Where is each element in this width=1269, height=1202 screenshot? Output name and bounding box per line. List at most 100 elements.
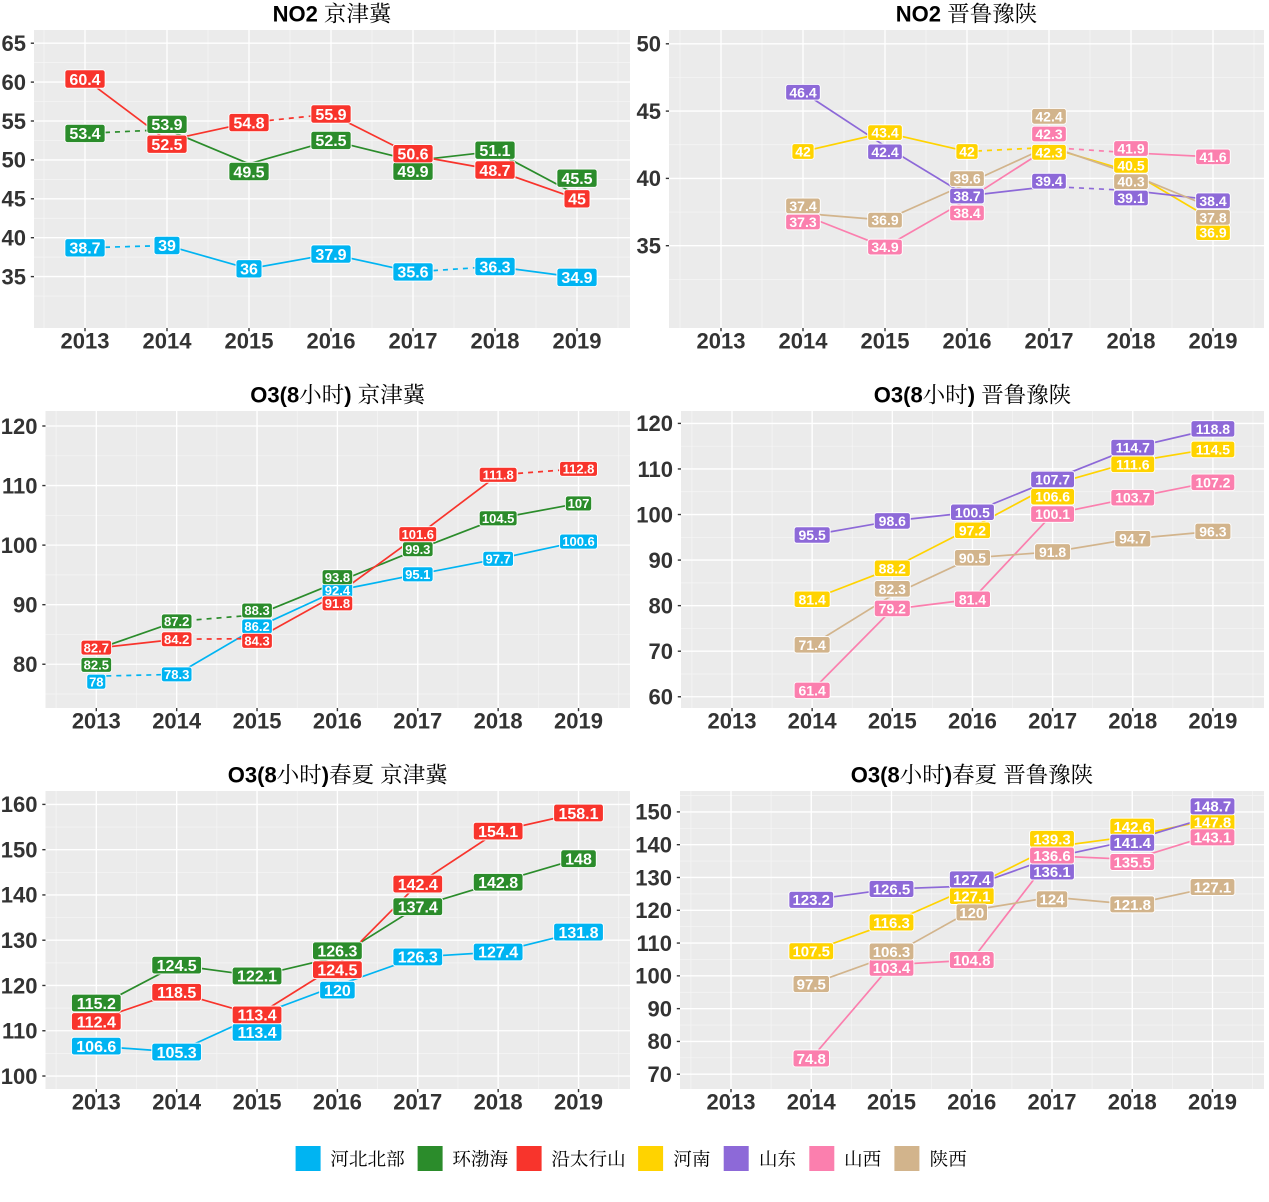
svg-text:2014: 2014 — [787, 1090, 837, 1115]
svg-text:50.6: 50.6 — [397, 146, 428, 163]
svg-text:92.4: 92.4 — [325, 583, 351, 598]
svg-text:2013: 2013 — [697, 329, 746, 354]
svg-text:93.8: 93.8 — [325, 570, 350, 585]
svg-text:2019: 2019 — [554, 709, 603, 734]
svg-text:2017: 2017 — [393, 1090, 442, 1115]
svg-text:142.6: 142.6 — [1113, 819, 1151, 836]
svg-text:90.5: 90.5 — [959, 550, 986, 566]
svg-text:): ) — [322, 763, 329, 788]
svg-text:O3(8: O3(8 — [874, 383, 923, 408]
svg-text:141.4: 141.4 — [1113, 835, 1151, 852]
svg-text:158.1: 158.1 — [558, 806, 598, 823]
svg-text:2018: 2018 — [471, 329, 520, 354]
svg-text:38.7: 38.7 — [69, 241, 100, 258]
svg-text:101.6: 101.6 — [402, 527, 435, 542]
svg-text:2017: 2017 — [393, 709, 442, 734]
svg-text:127.4: 127.4 — [478, 945, 518, 962]
svg-text:98.6: 98.6 — [879, 513, 906, 529]
svg-text:113.4: 113.4 — [237, 1008, 276, 1025]
svg-text:40: 40 — [2, 226, 26, 251]
svg-text:55: 55 — [2, 109, 26, 134]
svg-text:2014: 2014 — [788, 709, 838, 734]
svg-text:): ) — [945, 763, 952, 788]
svg-text:100.1: 100.1 — [1035, 506, 1070, 522]
svg-text:38.7: 38.7 — [953, 188, 980, 204]
svg-text:41.6: 41.6 — [1199, 149, 1226, 165]
svg-text:O3(8: O3(8 — [228, 763, 277, 788]
svg-text:61.4: 61.4 — [799, 682, 826, 698]
svg-text:82.5: 82.5 — [84, 658, 109, 673]
svg-text:45: 45 — [2, 187, 26, 212]
svg-text:2015: 2015 — [868, 709, 917, 734]
svg-text:88.2: 88.2 — [879, 560, 906, 576]
svg-text:53.9: 53.9 — [151, 117, 182, 134]
svg-text:2018: 2018 — [474, 709, 523, 734]
svg-text:42.3: 42.3 — [1035, 144, 1062, 160]
svg-text:60.4: 60.4 — [69, 72, 100, 89]
svg-text:36.9: 36.9 — [1199, 225, 1226, 241]
svg-text:100.6: 100.6 — [562, 534, 595, 549]
svg-text:2017: 2017 — [389, 329, 438, 354]
svg-text:42.4: 42.4 — [871, 144, 898, 160]
svg-text:54.8: 54.8 — [233, 115, 264, 132]
svg-text:70: 70 — [649, 639, 673, 664]
svg-text:36.3: 36.3 — [479, 259, 510, 276]
svg-text:2016: 2016 — [943, 329, 992, 354]
svg-text:52.5: 52.5 — [151, 137, 182, 154]
svg-text:142.8: 142.8 — [478, 875, 518, 892]
svg-text:127.4: 127.4 — [953, 872, 991, 889]
svg-text:45: 45 — [637, 99, 661, 124]
svg-text:90: 90 — [648, 996, 672, 1021]
svg-text:105.3: 105.3 — [157, 1045, 197, 1062]
svg-text:50: 50 — [2, 148, 26, 173]
svg-text:48.7: 48.7 — [479, 163, 510, 180]
svg-text:49.5: 49.5 — [233, 164, 264, 181]
svg-text:37.3: 37.3 — [789, 214, 816, 230]
svg-text:2014: 2014 — [152, 709, 202, 734]
svg-text:49.9: 49.9 — [397, 164, 428, 181]
svg-text:123.2: 123.2 — [792, 892, 830, 909]
svg-text:2019: 2019 — [1188, 709, 1237, 734]
svg-text:2017: 2017 — [1028, 1090, 1077, 1115]
svg-text:126.3: 126.3 — [317, 944, 357, 961]
svg-text:60: 60 — [2, 70, 26, 95]
svg-text:60: 60 — [649, 685, 673, 710]
svg-text:): ) — [968, 383, 975, 408]
svg-text:110: 110 — [2, 473, 38, 498]
svg-text:2015: 2015 — [861, 329, 910, 354]
svg-text:131.8: 131.8 — [558, 925, 598, 942]
svg-text:2015: 2015 — [233, 1090, 282, 1115]
svg-text:143.1: 143.1 — [1194, 830, 1232, 847]
svg-text:126.5: 126.5 — [873, 881, 911, 898]
svg-text:114.7: 114.7 — [1116, 440, 1150, 456]
svg-text:106.6: 106.6 — [76, 1039, 116, 1056]
svg-text:88.3: 88.3 — [244, 603, 269, 618]
svg-text:107.2: 107.2 — [1195, 474, 1230, 490]
svg-text:2017: 2017 — [1025, 329, 1074, 354]
svg-text:38.4: 38.4 — [1199, 193, 1226, 209]
svg-text:65: 65 — [2, 31, 26, 56]
svg-text:127.1: 127.1 — [953, 888, 991, 905]
svg-text:139.3: 139.3 — [1033, 831, 1071, 848]
svg-text:116.3: 116.3 — [873, 915, 910, 932]
svg-text:42.4: 42.4 — [1035, 108, 1062, 124]
svg-text:55.9: 55.9 — [315, 107, 346, 124]
svg-text:127.1: 127.1 — [1194, 879, 1232, 896]
svg-text:150: 150 — [635, 800, 672, 825]
svg-text:140: 140 — [1, 883, 38, 908]
svg-text:2016: 2016 — [313, 1090, 362, 1115]
svg-text:100.5: 100.5 — [955, 504, 990, 520]
svg-text:124: 124 — [1039, 892, 1065, 909]
svg-text:147.8: 147.8 — [1194, 815, 1232, 832]
svg-text:2017: 2017 — [1028, 709, 1077, 734]
svg-text:106.6: 106.6 — [1035, 489, 1070, 505]
svg-text:2018: 2018 — [1108, 709, 1157, 734]
svg-text:45.5: 45.5 — [561, 171, 592, 188]
svg-text:160: 160 — [1, 792, 38, 817]
svg-text:NO2: NO2 — [896, 2, 941, 27]
svg-text:45: 45 — [568, 192, 586, 209]
svg-text:2014: 2014 — [143, 329, 193, 354]
svg-text:): ) — [344, 383, 351, 408]
svg-text:2016: 2016 — [947, 1090, 996, 1115]
svg-text:78: 78 — [89, 674, 103, 689]
